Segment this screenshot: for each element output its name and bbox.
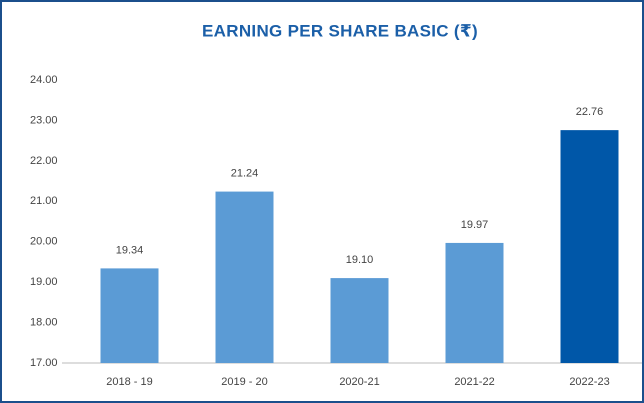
bar [330,278,389,363]
bar [215,191,274,363]
y-tick-label: 24.00 [30,74,58,86]
y-tick-label: 19.00 [30,276,58,288]
bar [100,268,159,363]
chart-title: EARNING PER SHARE BASIC (₹) [202,21,478,40]
y-tick-label: 18.00 [30,316,58,328]
y-tick-label: 22.00 [30,155,58,167]
value-label: 19.34 [116,244,144,256]
value-label: 19.97 [461,219,489,231]
y-tick-label: 21.00 [30,195,58,207]
y-tick-label: 23.00 [30,114,58,126]
x-tick-label: 2018 - 19 [106,376,152,388]
bar [445,242,504,363]
x-tick-label: 2022-23 [569,376,609,388]
bar [560,130,619,363]
y-tick-label: 20.00 [30,236,58,248]
value-label: 19.10 [346,254,374,266]
y-tick-label: 17.00 [30,357,58,369]
value-label: 22.76 [576,106,604,118]
x-tick-label: 2021-22 [454,376,494,388]
x-tick-label: 2019 - 20 [221,376,267,388]
value-label: 21.24 [231,167,259,179]
x-tick-label: 2020-21 [339,376,379,388]
